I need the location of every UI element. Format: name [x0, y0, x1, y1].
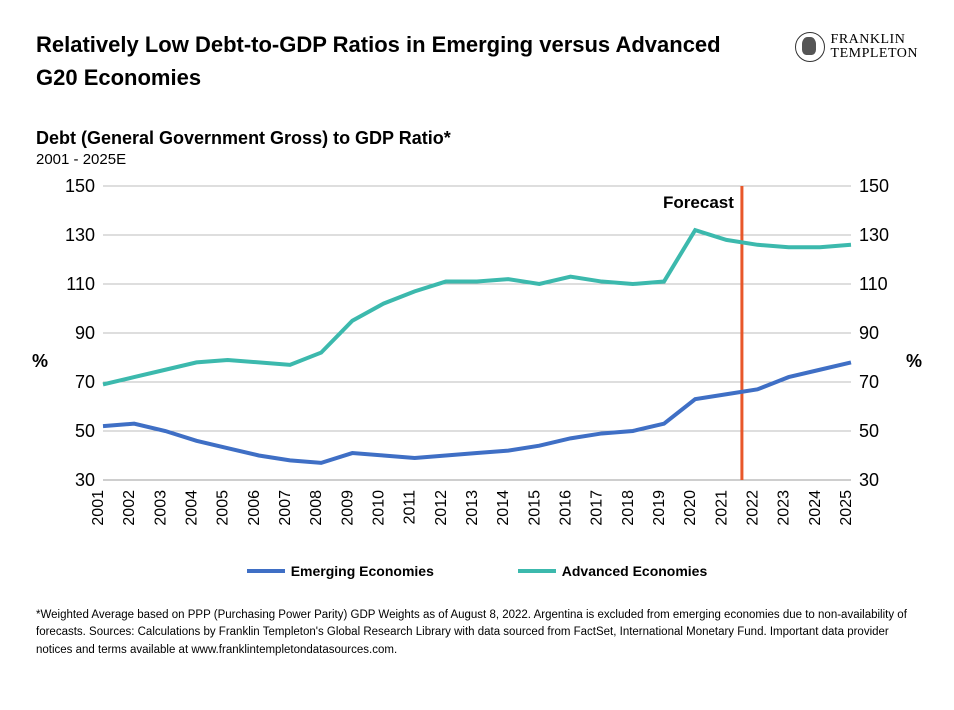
y-axis-label-right: %: [906, 351, 922, 372]
logo-portrait-icon: [795, 32, 825, 62]
svg-text:2001: 2001: [90, 490, 107, 526]
svg-text:50: 50: [859, 421, 879, 441]
chart-subtitle: Debt (General Government Gross) to GDP R…: [36, 128, 918, 149]
svg-text:2007: 2007: [277, 490, 294, 526]
svg-text:30: 30: [75, 470, 95, 490]
logo-line-2: TEMPLETON: [831, 47, 918, 61]
svg-text:2018: 2018: [620, 490, 637, 526]
svg-text:2009: 2009: [339, 490, 356, 526]
svg-text:2015: 2015: [526, 490, 543, 526]
legend-item-advanced: Advanced Economies: [518, 563, 708, 579]
svg-text:2010: 2010: [371, 490, 388, 526]
legend-swatch-emerging: [247, 569, 285, 573]
svg-text:90: 90: [859, 323, 879, 343]
svg-text:2005: 2005: [215, 490, 232, 526]
chart-legend: Emerging Economies Advanced Economies: [36, 560, 918, 579]
svg-text:110: 110: [66, 274, 95, 294]
svg-text:2016: 2016: [558, 490, 575, 526]
page-title: Relatively Low Debt-to-GDP Ratios in Eme…: [36, 28, 736, 94]
svg-text:110: 110: [859, 274, 888, 294]
svg-text:2004: 2004: [184, 490, 201, 526]
header: Relatively Low Debt-to-GDP Ratios in Eme…: [36, 28, 918, 94]
svg-text:2022: 2022: [745, 490, 762, 526]
svg-text:70: 70: [75, 372, 95, 392]
svg-text:2002: 2002: [121, 490, 138, 526]
svg-text:2020: 2020: [682, 490, 699, 526]
chart-header: Debt (General Government Gross) to GDP R…: [36, 128, 918, 168]
svg-text:2014: 2014: [495, 490, 512, 526]
svg-text:2006: 2006: [246, 490, 263, 526]
line-chart: 30 30 50 50 70 70 90 90 110 110 130 130 150 150 2001 20…: [47, 176, 907, 556]
svg-text:2017: 2017: [589, 490, 606, 526]
legend-swatch-advanced: [518, 569, 556, 573]
svg-text:150: 150: [859, 176, 889, 196]
brand-logo: FRANKLIN TEMPLETON: [795, 28, 918, 62]
svg-text:2021: 2021: [713, 490, 730, 526]
svg-text:2011: 2011: [402, 490, 419, 525]
svg-text:130: 130: [859, 225, 889, 245]
svg-text:2003: 2003: [152, 490, 169, 526]
svg-text:2023: 2023: [776, 490, 793, 526]
svg-text:2024: 2024: [807, 490, 824, 526]
logo-line-1: FRANKLIN: [831, 33, 918, 47]
chart-area: % % 303050507070909011011013013015015020…: [36, 176, 918, 556]
svg-text:130: 130: [65, 225, 95, 245]
legend-label-emerging: Emerging Economies: [291, 563, 434, 579]
footnote-text: *Weighted Average based on PPP (Purchasi…: [36, 607, 918, 659]
y-axis-label-left: %: [32, 351, 48, 372]
svg-text:2025: 2025: [838, 490, 855, 526]
legend-label-advanced: Advanced Economies: [562, 563, 708, 579]
svg-text:150: 150: [65, 176, 95, 196]
svg-text:30: 30: [859, 470, 879, 490]
svg-text:70: 70: [859, 372, 879, 392]
logo-text: FRANKLIN TEMPLETON: [831, 33, 918, 61]
svg-text:2012: 2012: [433, 490, 450, 526]
svg-text:90: 90: [75, 323, 95, 343]
svg-text:2013: 2013: [464, 490, 481, 526]
svg-text:2008: 2008: [308, 490, 325, 526]
chart-date-range: 2001 - 2025E: [36, 151, 918, 168]
svg-text:50: 50: [75, 421, 95, 441]
svg-text:Forecast: Forecast: [663, 193, 734, 212]
legend-item-emerging: Emerging Economies: [247, 563, 434, 579]
svg-text:2019: 2019: [651, 490, 668, 526]
